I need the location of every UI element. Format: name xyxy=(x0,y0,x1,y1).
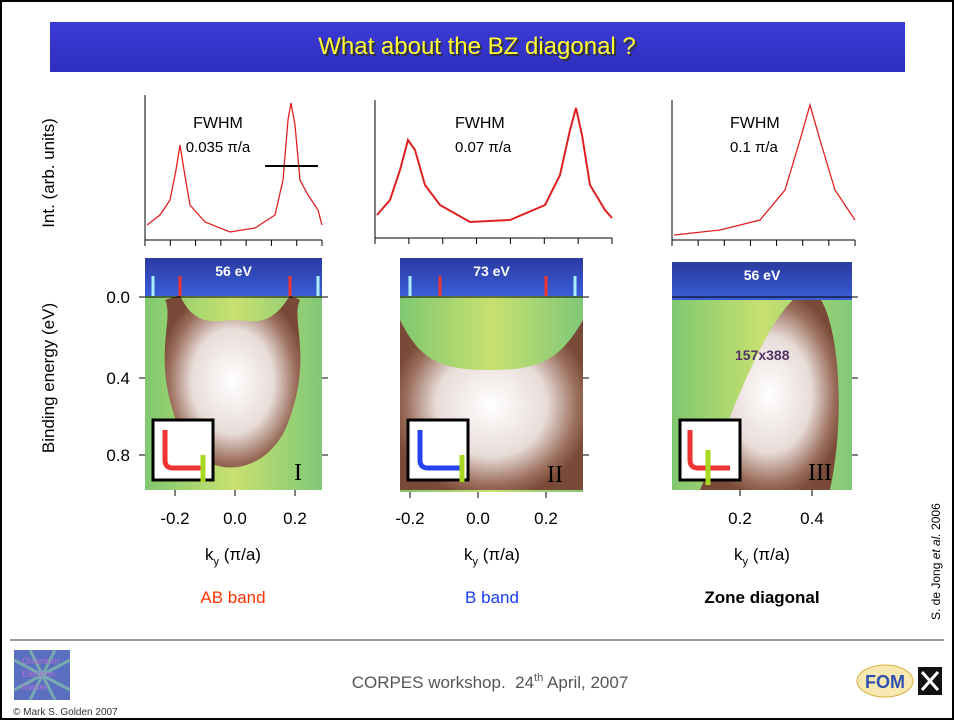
energy-axis-label: Binding energy (eV) xyxy=(39,303,58,453)
roman-numeral: III xyxy=(808,460,832,486)
fwhm-label: FWHM xyxy=(455,115,505,132)
x-label-unit: (π/a) xyxy=(478,545,520,564)
fwhm-value: 0.035 π/a xyxy=(186,139,251,156)
footer-date: April, 2007 xyxy=(543,673,628,692)
band-label: AB band xyxy=(200,588,265,607)
roman-numeral: II xyxy=(547,462,563,488)
x-tick-label: 0.2 xyxy=(534,509,558,528)
footer-event: CORPES workshop. 24 xyxy=(352,673,534,692)
slide: What about the BZ diagonal ? What about … xyxy=(0,0,954,720)
credit-italic: et al. xyxy=(929,533,943,559)
photon-energy: 56 eV xyxy=(215,263,252,279)
left-logo: Quantum Electron Matter xyxy=(14,650,70,700)
credit-name: S. de Jong xyxy=(929,559,943,620)
x-label-unit: (π/a) xyxy=(748,545,790,564)
inset xyxy=(408,420,468,480)
energy-tick-label: 0.0 xyxy=(106,288,130,307)
footer-sup: th xyxy=(534,672,543,684)
logo-line: Quantum xyxy=(22,656,59,666)
x-tick-label: 0.0 xyxy=(466,509,490,528)
fwhm-label: FWHM xyxy=(193,115,243,132)
x-tick-label: -0.2 xyxy=(395,509,424,528)
credit-year: 2006 xyxy=(929,503,943,533)
credit: S. de Jong et al. 2006 xyxy=(929,503,943,620)
x-tick-label: 0.0 xyxy=(223,509,247,528)
fwhm-value: 0.1 π/a xyxy=(730,139,779,156)
band-label: B band xyxy=(465,588,519,607)
x-tick-label: 0.2 xyxy=(283,509,307,528)
footer: CORPES workshop. 24th April, 2007 xyxy=(352,672,629,692)
band-label: Zone diagonal xyxy=(704,588,819,607)
x-tick-label: 0.4 xyxy=(800,509,824,528)
x-tick-label: -0.2 xyxy=(160,509,189,528)
copyright: © Mark S. Golden 2007 xyxy=(13,707,118,718)
energy-tick-label: 0.4 xyxy=(106,369,130,388)
logo-line: Electron xyxy=(22,669,55,679)
photon-energy: 73 eV xyxy=(473,263,510,279)
energy-tick-label: 0.8 xyxy=(106,446,130,465)
roman-numeral: I xyxy=(294,460,302,486)
annotation: 157x388 xyxy=(735,347,790,363)
logo-line: Matter xyxy=(22,682,48,692)
intensity-axis-label: Int. (arb. units) xyxy=(39,118,58,228)
fom-logo: FOM xyxy=(857,665,913,697)
x-label-unit: (π/a) xyxy=(219,545,261,564)
fom-text: FOM xyxy=(865,672,905,692)
uva-logo xyxy=(918,667,942,695)
title: What about the BZ diagonal ? xyxy=(318,33,636,60)
x-tick-label: 0.2 xyxy=(728,509,752,528)
photon-energy: 56 eV xyxy=(744,267,781,283)
fwhm-value: 0.07 π/a xyxy=(455,139,512,156)
fwhm-label: FWHM xyxy=(730,115,780,132)
